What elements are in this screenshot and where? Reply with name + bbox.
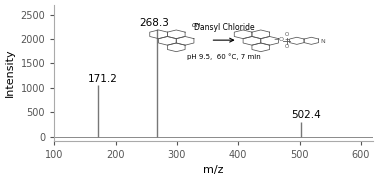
Text: 171.2: 171.2 — [88, 74, 118, 84]
Text: O: O — [284, 44, 289, 49]
Text: pH 9.5,  60 °C, 7 min: pH 9.5, 60 °C, 7 min — [187, 53, 261, 60]
Text: $\mathregular{-O-}$: $\mathregular{-O-}$ — [273, 35, 291, 43]
Y-axis label: Intensity: Intensity — [5, 48, 15, 97]
Text: Dansyl Chloride: Dansyl Chloride — [194, 23, 254, 32]
Text: O: O — [284, 32, 289, 37]
FancyArrowPatch shape — [213, 38, 234, 42]
X-axis label: m/z: m/z — [203, 165, 224, 175]
Text: $\mathregular{N}$: $\mathregular{N}$ — [320, 37, 326, 45]
Text: $^{OH}$: $^{OH}$ — [191, 23, 201, 32]
Text: 268.3: 268.3 — [139, 18, 169, 28]
Text: 502.4: 502.4 — [291, 110, 321, 120]
